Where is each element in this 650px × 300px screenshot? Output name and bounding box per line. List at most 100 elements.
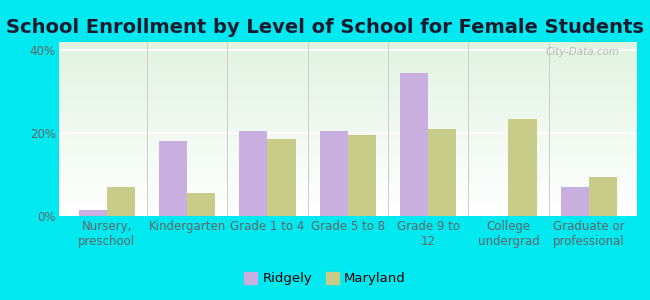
- Bar: [58, 89, 637, 91]
- Bar: [58, 185, 637, 186]
- Text: City-Data.com: City-Data.com: [545, 47, 619, 57]
- Bar: [58, 211, 637, 212]
- Bar: [58, 113, 637, 115]
- Bar: [58, 214, 637, 216]
- Bar: [58, 138, 637, 140]
- Bar: [508, 118, 536, 216]
- Bar: [58, 110, 637, 112]
- Bar: [58, 141, 637, 143]
- Bar: [58, 85, 637, 87]
- Bar: [58, 80, 637, 82]
- Bar: [58, 145, 637, 146]
- Bar: [58, 122, 637, 124]
- Bar: [58, 125, 637, 127]
- Bar: [58, 197, 637, 199]
- Bar: [58, 131, 637, 133]
- Bar: [58, 106, 637, 108]
- Bar: [58, 166, 637, 167]
- Bar: [58, 61, 637, 63]
- Bar: [58, 143, 637, 145]
- Bar: [320, 131, 348, 216]
- Bar: [58, 202, 637, 204]
- Bar: [58, 188, 637, 190]
- Bar: [58, 153, 637, 155]
- Bar: [58, 54, 637, 56]
- Bar: [58, 49, 637, 51]
- Bar: [58, 94, 637, 96]
- Bar: [58, 52, 637, 54]
- Bar: [58, 152, 637, 153]
- Bar: [58, 68, 637, 70]
- Bar: [58, 167, 637, 169]
- Bar: [58, 99, 637, 101]
- Bar: [58, 72, 637, 73]
- Bar: [58, 91, 637, 92]
- Bar: [187, 193, 215, 216]
- Bar: [58, 77, 637, 79]
- Bar: [58, 44, 637, 46]
- Legend: Ridgely, Maryland: Ridgely, Maryland: [239, 266, 411, 290]
- Bar: [58, 117, 637, 118]
- Bar: [428, 129, 456, 216]
- Bar: [58, 127, 637, 129]
- Bar: [58, 59, 637, 61]
- Bar: [58, 169, 637, 171]
- Bar: [58, 51, 637, 52]
- Bar: [58, 195, 637, 197]
- Bar: [58, 159, 637, 160]
- Bar: [58, 133, 637, 134]
- Bar: [400, 73, 428, 216]
- Bar: [267, 140, 296, 216]
- Bar: [58, 148, 637, 150]
- Bar: [58, 204, 637, 206]
- Bar: [58, 199, 637, 200]
- Bar: [58, 70, 637, 72]
- Bar: [58, 172, 637, 174]
- Bar: [589, 177, 617, 216]
- Bar: [58, 181, 637, 183]
- Bar: [58, 79, 637, 80]
- Bar: [58, 134, 637, 136]
- Bar: [79, 210, 107, 216]
- Bar: [58, 66, 637, 68]
- Bar: [58, 46, 637, 47]
- Bar: [107, 187, 135, 216]
- Bar: [58, 42, 637, 44]
- Bar: [58, 146, 637, 148]
- Bar: [58, 84, 637, 85]
- Bar: [58, 92, 637, 94]
- Bar: [58, 150, 637, 152]
- Text: School Enrollment by Level of School for Female Students: School Enrollment by Level of School for…: [6, 18, 644, 37]
- Bar: [58, 140, 637, 141]
- Bar: [58, 82, 637, 84]
- Bar: [58, 164, 637, 166]
- Bar: [58, 96, 637, 98]
- Bar: [58, 174, 637, 176]
- Bar: [58, 192, 637, 194]
- Bar: [58, 209, 637, 211]
- Bar: [58, 155, 637, 157]
- Bar: [58, 178, 637, 179]
- Bar: [58, 179, 637, 181]
- Bar: [58, 120, 637, 122]
- Bar: [58, 129, 637, 131]
- Bar: [58, 56, 637, 58]
- Bar: [58, 194, 637, 195]
- Bar: [58, 64, 637, 66]
- Bar: [58, 63, 637, 64]
- Bar: [348, 135, 376, 216]
- Bar: [58, 160, 637, 162]
- Bar: [58, 157, 637, 159]
- Bar: [58, 212, 637, 214]
- Bar: [58, 115, 637, 117]
- Bar: [58, 207, 637, 209]
- Bar: [239, 131, 267, 216]
- Bar: [58, 58, 637, 59]
- Bar: [58, 87, 637, 89]
- Bar: [58, 101, 637, 103]
- Bar: [58, 75, 637, 77]
- Bar: [58, 103, 637, 105]
- Bar: [58, 118, 637, 120]
- Bar: [58, 206, 637, 207]
- Bar: [58, 171, 637, 172]
